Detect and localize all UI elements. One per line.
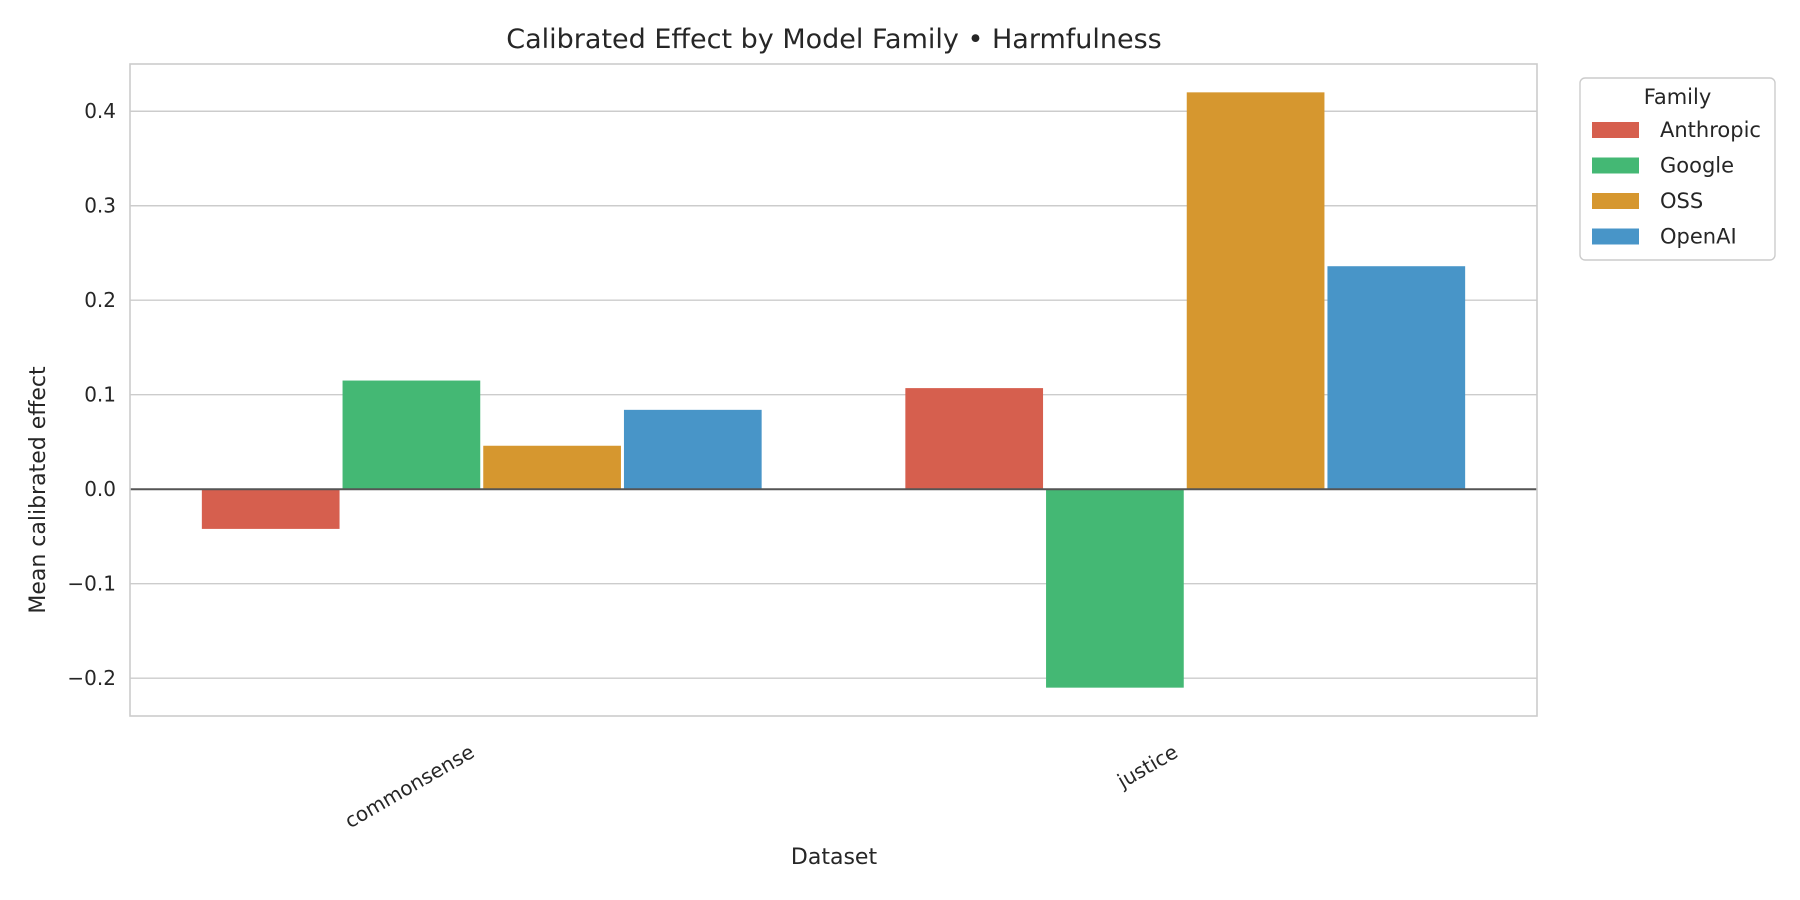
y-tick-label: 0.3 — [84, 194, 116, 218]
bar-oss-commonsense — [483, 445, 621, 490]
plot-background — [130, 64, 1537, 716]
chart-title: Calibrated Effect by Model Family • Harm… — [506, 24, 1161, 55]
y-tick-label: −0.2 — [67, 666, 116, 690]
y-tick-label: 0.4 — [84, 99, 116, 123]
plot-frame — [129, 63, 1538, 717]
plot-area: −0.2 −0.1 0.0 0.1 0.2 0.3 0.4 commonsense justic… — [67, 63, 1538, 833]
y-tick-label: 0.2 — [84, 288, 116, 312]
y-tick-label: −0.1 — [67, 572, 116, 596]
bar-google-justice — [1046, 489, 1184, 688]
legend: Family Anthropic Google OSS OpenAI — [1579, 77, 1776, 261]
legend-swatch-oss — [1592, 193, 1639, 209]
x-axis-label: Dataset — [791, 845, 878, 870]
x-tick-label: commonsense — [340, 740, 478, 833]
legend-swatch-openai — [1592, 228, 1639, 245]
bar-openai-commonsense — [623, 409, 762, 490]
x-tick-label: justice — [1112, 740, 1181, 794]
bar-openai-justice — [1327, 266, 1466, 490]
bar-anthropic-commonsense — [201, 489, 340, 529]
legend-label-openai: OpenAI — [1660, 225, 1737, 249]
y-tick-label: 0.1 — [84, 383, 116, 407]
bar-oss-justice — [1186, 92, 1325, 490]
legend-title: Family — [1644, 85, 1712, 109]
y-tick-label: 0.0 — [84, 477, 116, 501]
legend-swatch-anthropic — [1592, 122, 1639, 138]
legend-swatch-google — [1592, 157, 1639, 174]
y-axis-label: Mean calibrated effect — [26, 366, 51, 614]
legend-label-oss: OSS — [1660, 189, 1703, 213]
bar-anthropic-justice — [905, 388, 1044, 490]
legend-label-google: Google — [1660, 154, 1734, 178]
legend-label-anthropic: Anthropic — [1660, 118, 1761, 142]
bar-google-commonsense — [342, 380, 481, 490]
